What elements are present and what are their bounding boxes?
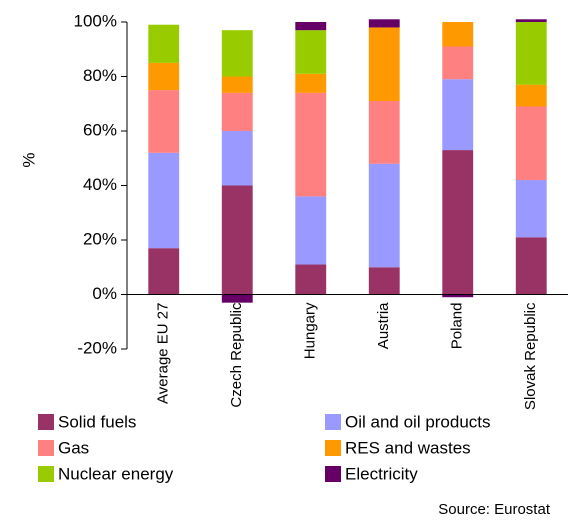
legend-swatch — [325, 414, 341, 430]
y-tick-label: 60% — [83, 120, 117, 139]
bar-segment — [442, 150, 474, 295]
bar-segment — [221, 30, 253, 77]
legend-label: RES and wastes — [345, 438, 471, 457]
bar-segment — [368, 101, 400, 164]
legend-swatch — [325, 466, 341, 482]
bar-segment — [295, 92, 327, 197]
legend-swatch — [38, 440, 54, 456]
x-tick-label: Austria — [375, 302, 392, 349]
legend-label: Oil and oil products — [345, 412, 491, 431]
bar-segment — [148, 248, 180, 295]
x-tick-label: Slovak Republic — [522, 302, 539, 410]
bar-segment — [515, 237, 547, 295]
bar-segment — [515, 84, 547, 107]
y-axis-label: % — [19, 152, 38, 167]
bar-segment — [515, 22, 547, 85]
bar-segment — [295, 73, 327, 93]
y-tick-label: -20% — [77, 338, 117, 357]
bar-segment — [515, 106, 547, 181]
bar-segment — [221, 185, 253, 295]
legend-swatch — [38, 414, 54, 430]
legend-swatch — [325, 440, 341, 456]
bar-segment — [368, 267, 400, 295]
x-tick-label: Hungary — [302, 302, 319, 359]
bar-segment — [221, 131, 253, 186]
bar-segment — [442, 22, 474, 47]
legend-label: Electricity — [345, 464, 418, 483]
legend-label: Nuclear energy — [58, 464, 174, 483]
bar-segment — [148, 24, 180, 63]
bar-segment — [442, 294, 474, 298]
bar-segment — [442, 79, 474, 151]
bar-segment — [295, 196, 327, 265]
bar-segment — [515, 180, 547, 238]
source-note: Source: Eurostat — [438, 501, 551, 518]
x-tick-label: Czech Republic — [228, 302, 245, 408]
x-tick-label: Average EU 27 — [155, 303, 172, 404]
bar-segment — [368, 27, 400, 102]
bar-segment — [221, 92, 253, 131]
y-tick-label: 100% — [74, 11, 117, 30]
bar-segment — [295, 30, 327, 74]
y-tick-label: 20% — [83, 229, 117, 248]
bar-segment — [221, 294, 253, 303]
bar-segment — [295, 264, 327, 295]
legend-label: Solid fuels — [58, 412, 136, 431]
bar-segment — [148, 152, 180, 249]
y-tick-label: 40% — [83, 175, 117, 194]
bar-segment — [148, 62, 180, 91]
bar-segment — [148, 90, 180, 153]
y-tick-label: 0% — [92, 284, 117, 303]
x-tick-label: Poland — [449, 303, 466, 350]
legend-label: Gas — [58, 438, 89, 457]
y-tick-label: 80% — [83, 66, 117, 85]
bar-segment — [442, 46, 474, 80]
bar-segment — [368, 19, 400, 28]
bar-segment — [295, 22, 327, 31]
bar-segment — [368, 163, 400, 268]
legend-swatch — [38, 466, 54, 482]
bar-segment — [221, 76, 253, 93]
bar-segment — [515, 19, 547, 22]
